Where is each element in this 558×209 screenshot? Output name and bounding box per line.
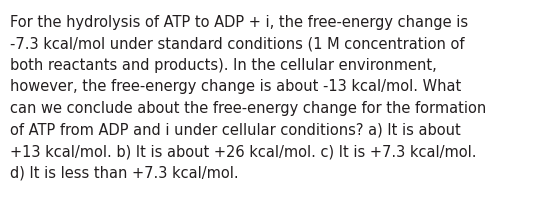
Text: For the hydrolysis of ATP to ADP + i, the free-energy change is
-7.3 kcal/mol un: For the hydrolysis of ATP to ADP + i, th… (10, 15, 486, 181)
